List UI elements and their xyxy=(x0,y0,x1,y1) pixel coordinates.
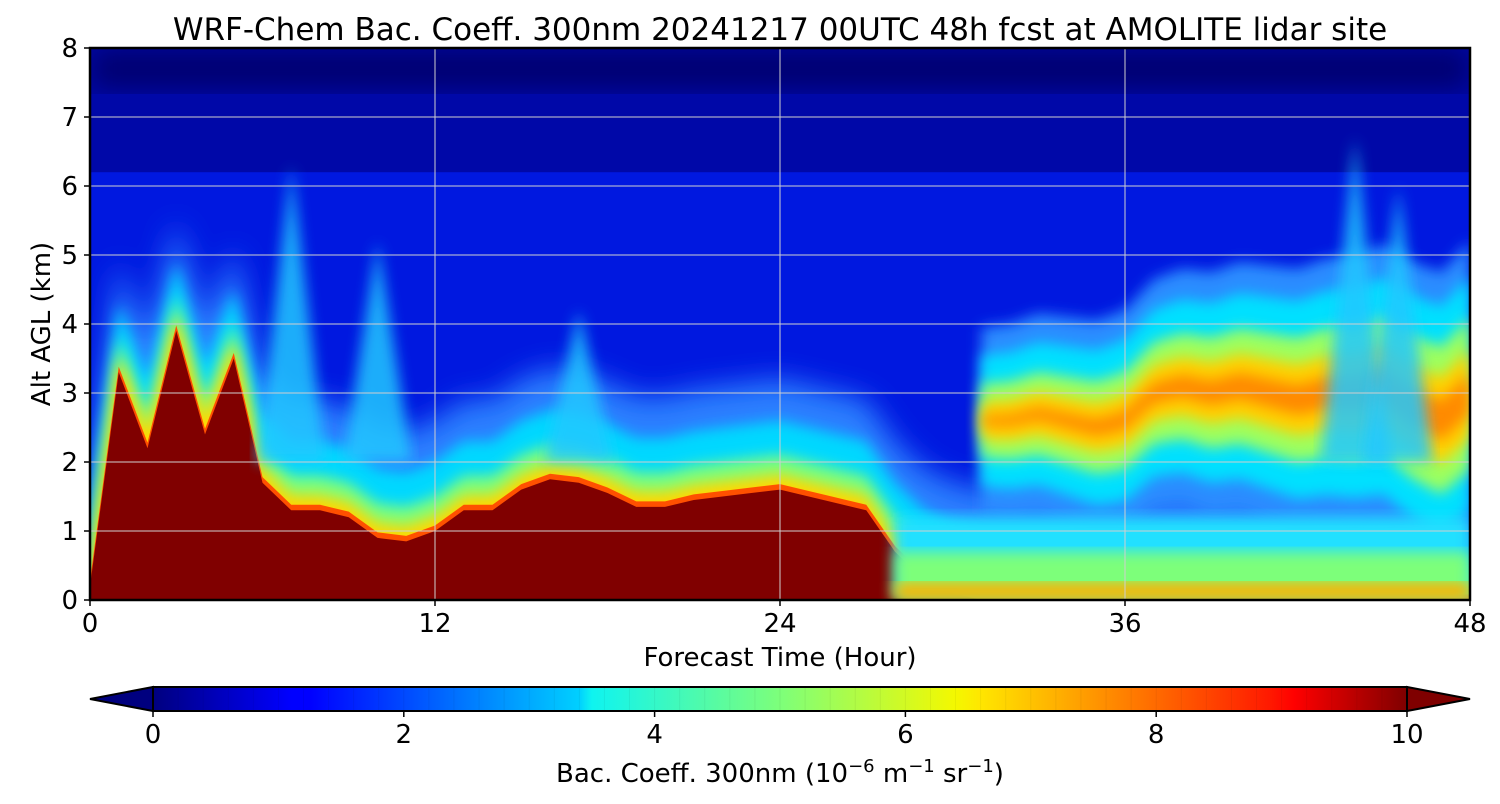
y-tick-label: 1 xyxy=(61,517,78,547)
y-tick-label: 5 xyxy=(61,241,78,271)
y-tick-label: 0 xyxy=(61,586,78,616)
x-tick-label: 24 xyxy=(763,609,796,639)
y-tick-label: 6 xyxy=(61,172,78,202)
y-tick-label: 7 xyxy=(61,103,78,133)
colorbar: 0 2 4 6 8 10 Bac. Coeff. 300nm (10−6 m−1 sr−1… xyxy=(89,685,1471,789)
y-tick-label: 8 xyxy=(61,34,78,64)
x-tick-label: 48 xyxy=(1453,609,1486,639)
y-axis-ticks: 0 1 2 3 4 5 6 7 8 xyxy=(61,34,90,616)
plume-spike-1 xyxy=(343,241,412,462)
surface-band-orange xyxy=(895,582,1470,600)
plume-spike-3 xyxy=(1320,137,1390,462)
colorbar-tick-label: 8 xyxy=(1148,720,1165,750)
plume-spike-0 xyxy=(256,165,326,463)
y-tick-label: 4 xyxy=(61,310,78,340)
colorbar-bands xyxy=(177,687,1383,711)
colorbar-extend-low xyxy=(89,685,154,713)
colorbar-gradient xyxy=(153,687,1407,711)
colorbar-tick-label: 0 xyxy=(145,720,162,750)
colorbar-tick-label: 2 xyxy=(396,720,413,750)
colorbar-tick-label: 10 xyxy=(1390,720,1423,750)
plume-spike-2 xyxy=(544,310,614,462)
x-tick-label: 36 xyxy=(1108,609,1141,639)
colorbar-tick-label: 4 xyxy=(646,720,663,750)
colorbar-label: Bac. Coeff. 300nm (10−6 m−1 sr−1) xyxy=(556,756,1004,789)
chart-title: WRF-Chem Bac. Coeff. 300nm 20241217 00UT… xyxy=(173,12,1387,48)
colorbar-tick-label: 6 xyxy=(897,720,914,750)
y-tick-label: 2 xyxy=(61,448,78,478)
colorbar-extend-high xyxy=(1406,685,1471,713)
x-axis-ticks: 0 12 24 36 48 xyxy=(82,600,1487,639)
x-tick-label: 12 xyxy=(418,609,451,639)
colorbar-ticks: 0 2 4 6 8 10 xyxy=(145,711,1424,750)
x-tick-label: 0 xyxy=(82,609,99,639)
y-tick-label: 3 xyxy=(61,379,78,409)
y-axis-label: Alt AGL (km) xyxy=(27,242,57,406)
x-axis-label: Forecast Time (Hour) xyxy=(643,643,916,673)
